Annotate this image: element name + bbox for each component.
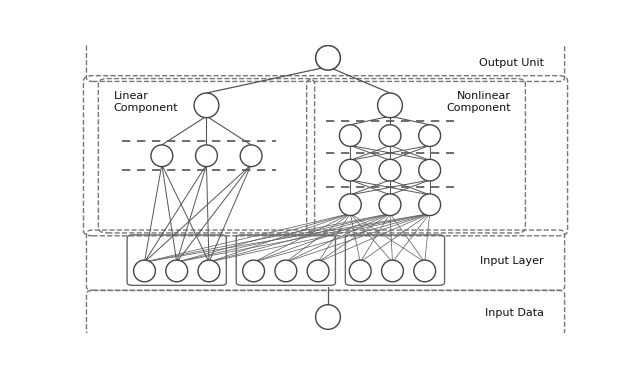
Ellipse shape	[339, 125, 361, 147]
Text: $\mathcal{D}$: $\mathcal{D}$	[321, 45, 335, 62]
Ellipse shape	[275, 260, 297, 282]
Ellipse shape	[316, 46, 340, 70]
Text: Input Layer: Input Layer	[480, 257, 544, 266]
Ellipse shape	[240, 145, 262, 166]
Ellipse shape	[307, 260, 329, 282]
Text: Input Data: Input Data	[484, 308, 544, 318]
Ellipse shape	[166, 260, 188, 282]
Ellipse shape	[134, 260, 156, 282]
Ellipse shape	[379, 194, 401, 215]
Ellipse shape	[339, 194, 361, 215]
Ellipse shape	[379, 125, 401, 147]
Ellipse shape	[378, 93, 403, 118]
Text: Nonlinear
Component: Nonlinear Component	[446, 91, 511, 113]
Text: Linear
Component: Linear Component	[114, 91, 179, 113]
Ellipse shape	[243, 260, 264, 282]
Ellipse shape	[349, 260, 371, 282]
Ellipse shape	[151, 145, 173, 166]
Ellipse shape	[198, 260, 220, 282]
Text: Output Unit: Output Unit	[479, 58, 544, 68]
Ellipse shape	[419, 159, 440, 181]
Ellipse shape	[316, 305, 340, 329]
Ellipse shape	[196, 145, 218, 166]
Ellipse shape	[414, 260, 436, 282]
Ellipse shape	[194, 93, 219, 118]
Ellipse shape	[419, 125, 440, 147]
Ellipse shape	[379, 159, 401, 181]
Ellipse shape	[381, 260, 403, 282]
Ellipse shape	[419, 194, 440, 215]
Ellipse shape	[339, 159, 361, 181]
